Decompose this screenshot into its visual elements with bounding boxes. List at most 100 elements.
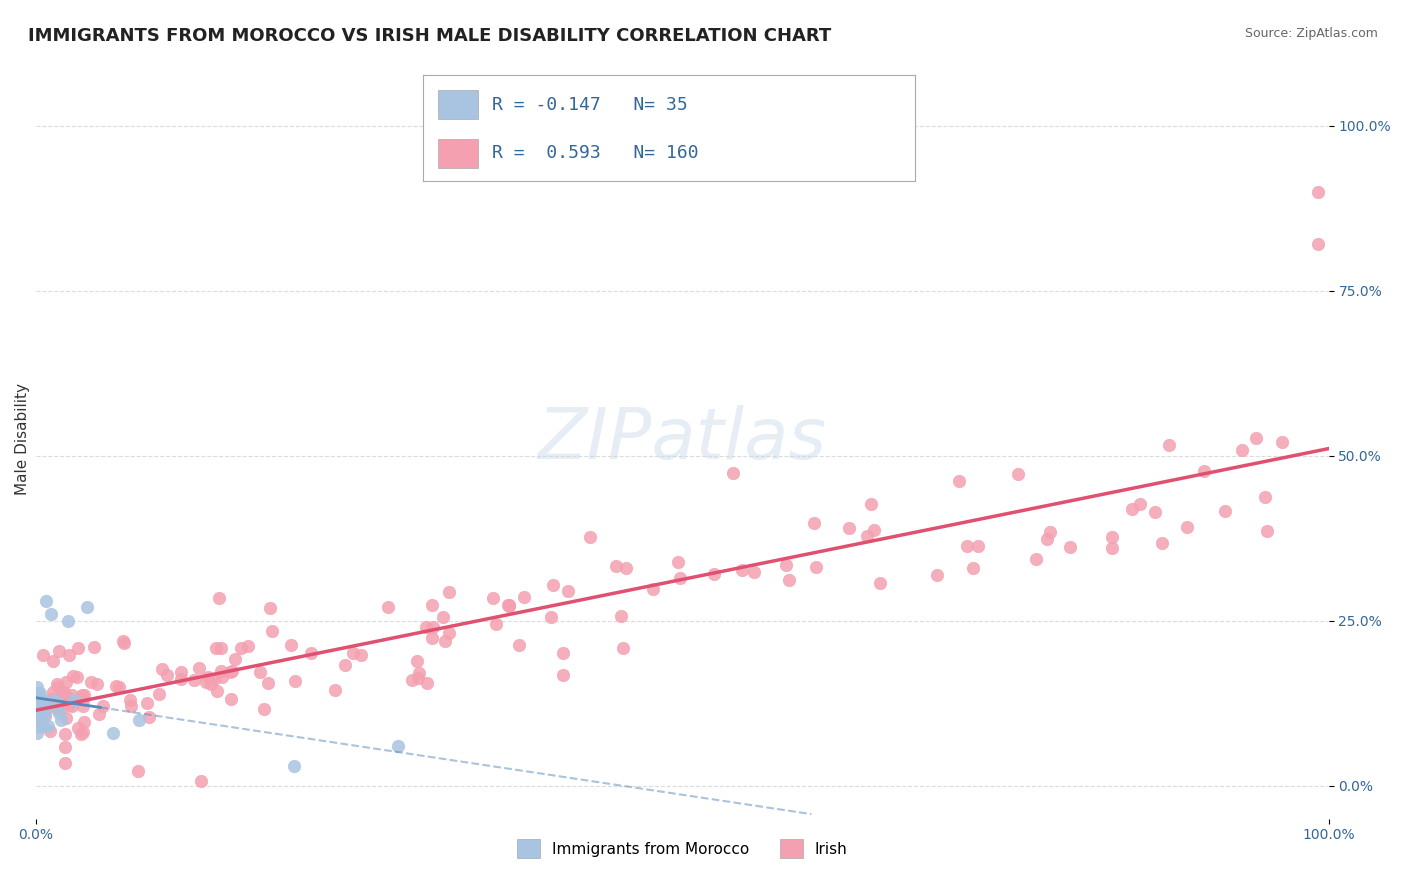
- Point: [211, 670, 233, 684]
- Point: [65, 669, 87, 683]
- Point: [53, 740, 76, 755]
- Point: [60, 698, 83, 713]
- Point: [91, 699, 114, 714]
- Point: [557, 584, 579, 599]
- Point: [34, 709, 56, 723]
- Text: IMMIGRANTS FROM MOROCCO VS IRISH MALE DISABILITY CORRELATION CHART: IMMIGRANTS FROM MOROCCO VS IRISH MALE DI…: [28, 27, 831, 45]
- Point: [579, 531, 602, 545]
- Point: [669, 571, 692, 585]
- Point: [83, 640, 105, 654]
- Point: [48, 644, 70, 658]
- Point: [183, 673, 205, 687]
- Point: [280, 638, 302, 652]
- Point: [80, 675, 103, 690]
- Point: [209, 640, 232, 655]
- Point: [551, 646, 574, 660]
- Point: [148, 687, 170, 701]
- Point: [437, 585, 460, 599]
- Point: [200, 676, 222, 690]
- Point: [666, 556, 689, 570]
- Point: [249, 665, 271, 679]
- Point: [39, 692, 62, 706]
- Point: [37, 719, 59, 733]
- Point: [32, 648, 55, 662]
- Point: [284, 674, 307, 689]
- Point: [541, 578, 564, 592]
- Point: [42, 654, 65, 668]
- Point: [28, 693, 51, 707]
- Point: [925, 568, 948, 582]
- Point: [27, 693, 49, 707]
- Point: [52, 686, 75, 700]
- Point: [609, 608, 631, 623]
- Point: [208, 591, 231, 606]
- Point: [53, 756, 76, 770]
- Point: [55, 688, 77, 702]
- Point: [482, 591, 505, 606]
- Point: [1129, 497, 1152, 511]
- Point: [1192, 464, 1215, 478]
- Point: [72, 699, 94, 714]
- Point: [498, 599, 520, 614]
- Point: [1175, 520, 1198, 534]
- Point: [420, 631, 443, 645]
- Point: [863, 523, 886, 537]
- Point: [42, 685, 65, 699]
- Point: [377, 599, 399, 614]
- Point: [136, 696, 159, 710]
- Point: [1007, 467, 1029, 482]
- Point: [551, 668, 574, 682]
- Point: [219, 665, 242, 679]
- Point: [55, 711, 77, 725]
- Point: [1059, 540, 1081, 554]
- Point: [406, 671, 429, 685]
- Point: [72, 692, 94, 706]
- Point: [31, 706, 53, 720]
- Point: [51, 690, 73, 704]
- Point: [1101, 541, 1123, 555]
- Point: [614, 560, 637, 574]
- Point: [508, 638, 530, 652]
- Point: [25, 713, 48, 727]
- Point: [194, 675, 217, 690]
- Point: [434, 634, 457, 648]
- Point: [498, 599, 520, 613]
- Point: [70, 727, 93, 741]
- Point: [513, 591, 536, 605]
- Point: [723, 467, 745, 481]
- Point: [73, 688, 96, 702]
- Point: [86, 677, 108, 691]
- Point: [170, 665, 193, 679]
- Point: [87, 707, 110, 722]
- Point: [641, 582, 664, 597]
- Point: [197, 670, 219, 684]
- Point: [408, 665, 430, 680]
- Point: [387, 739, 409, 753]
- Point: [778, 573, 800, 587]
- Point: [30, 713, 52, 727]
- Point: [66, 721, 89, 735]
- Point: [1254, 490, 1277, 504]
- Point: [731, 563, 754, 577]
- Point: [63, 693, 86, 707]
- Point: [283, 759, 305, 773]
- Point: [1256, 524, 1278, 538]
- Point: [702, 567, 724, 582]
- Text: Source: ZipAtlas.com: Source: ZipAtlas.com: [1244, 27, 1378, 40]
- Point: [51, 713, 73, 727]
- Point: [333, 657, 356, 672]
- Point: [323, 682, 346, 697]
- Point: [25, 699, 48, 714]
- Point: [1230, 443, 1253, 458]
- Point: [1150, 535, 1173, 549]
- Point: [25, 680, 48, 694]
- Point: [416, 676, 439, 690]
- Point: [170, 673, 193, 687]
- Point: [32, 699, 55, 714]
- Text: ZIPatlas: ZIPatlas: [537, 405, 827, 474]
- Point: [806, 559, 828, 574]
- Point: [62, 669, 84, 683]
- Point: [956, 539, 979, 553]
- Point: [73, 714, 96, 729]
- Point: [35, 594, 58, 608]
